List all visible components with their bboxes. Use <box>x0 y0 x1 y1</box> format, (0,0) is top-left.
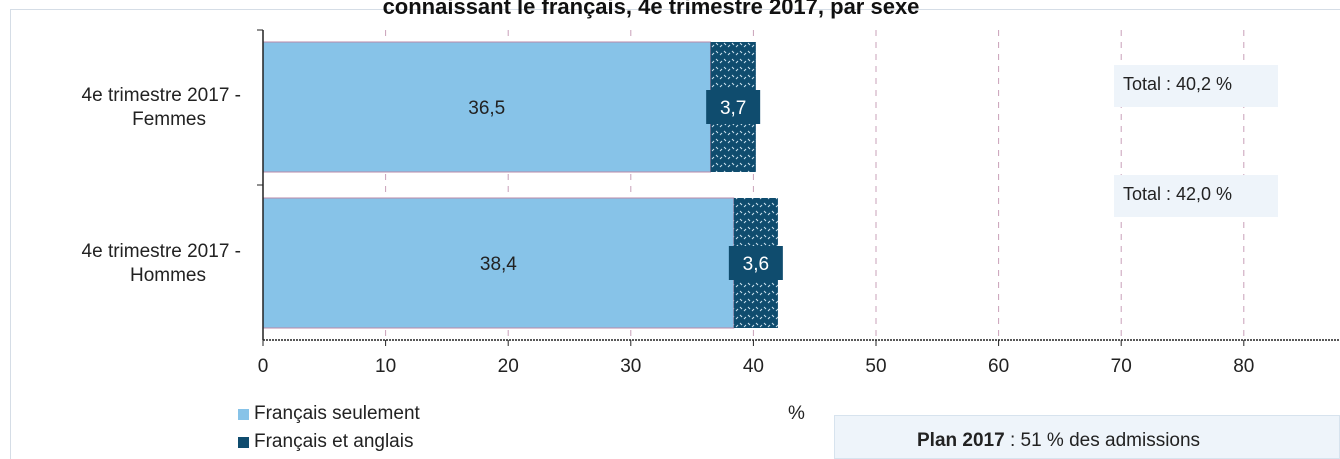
data-label-francais-seulement-1: 38,4 <box>480 254 517 275</box>
legend-label-francais-seulement: Français seulement <box>254 403 420 424</box>
plan-box: Plan 2017 : 51 % des admissions <box>834 415 1340 459</box>
legend-label-francais-anglais: Français et anglais <box>254 431 414 452</box>
x-tick-label-20: 20 <box>498 356 519 377</box>
total-label-1: Total : 42,0 % <box>1123 184 1232 204</box>
x-tick-label-60: 60 <box>988 356 1009 377</box>
legend-item-francais-seulement: Français seulement <box>238 400 420 428</box>
legend-swatch-francais-seulement <box>238 408 249 420</box>
bar-francais-seulement-0 <box>262 41 711 173</box>
plan-label: Plan 2017 <box>917 430 1005 451</box>
chart-frame: connaissant le français, 4e trimestre 20… <box>10 0 1340 459</box>
total-label-0: Total : 40,2 % <box>1123 74 1232 94</box>
x-tick-label-10: 10 <box>375 356 396 377</box>
x-tick-label-30: 30 <box>620 356 641 377</box>
x-tick-label-80: 80 <box>1233 356 1254 377</box>
category-label-1: 4e trimestre 2017 -Hommes <box>82 241 241 286</box>
data-label-francais-seulement-0: 36,5 <box>468 98 505 119</box>
bar-francais-seulement-1 <box>262 197 735 329</box>
x-tick-label-50: 50 <box>865 356 886 377</box>
x-axis-unit: % <box>788 403 805 424</box>
data-label-bg-francais-anglais-1 <box>728 246 783 280</box>
legend-item-francais-anglais: Français et anglais <box>238 428 420 456</box>
category-label-0: 4e trimestre 2017 -Femmes <box>82 85 241 130</box>
chart-plot: 36,5 3,7 Total : 40,2 % 4e trimestre 2017 -… <box>82 29 1340 377</box>
total-bg-0 <box>1114 65 1278 107</box>
data-label-bg-francais-anglais-0 <box>706 90 761 124</box>
legend-swatch-francais-anglais <box>238 436 249 448</box>
chart-title: connaissant le français, 4e trimestre 20… <box>382 0 920 19</box>
plan-value: : 51 % des admissions <box>1004 430 1201 451</box>
legend: Français seulement Français et anglais <box>238 400 420 456</box>
x-tick-label-0: 0 <box>258 356 269 377</box>
x-tick-label-70: 70 <box>1111 356 1132 377</box>
data-label-francais-anglais-0: 3,7 <box>720 98 746 119</box>
data-label-francais-anglais-1: 3,6 <box>743 254 769 275</box>
x-tick-label-40: 40 <box>743 356 764 377</box>
total-bg-1 <box>1114 175 1278 217</box>
plan-text: Plan 2017 : 51 % des admissions <box>917 430 1200 452</box>
